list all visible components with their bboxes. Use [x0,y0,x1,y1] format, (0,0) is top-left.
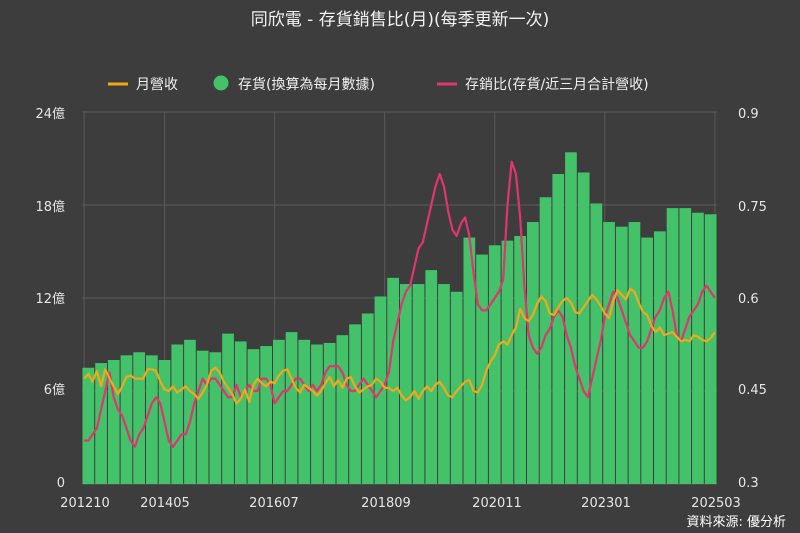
inventory-bar [209,352,222,484]
right-tick-0.3: 0.3 [738,476,759,491]
inventory-bar [628,222,641,485]
right-tick-0.75: 0.75 [738,200,767,215]
inventory-bar [603,222,615,485]
inventory-bar [425,270,438,484]
legend-revenue-label: 月營收 [136,77,178,93]
right-tick-0.6: 0.6 [738,292,759,307]
inventory-bar [450,291,463,484]
left-tick-24: 24億 [35,106,65,122]
inventory-bar [323,342,336,484]
inventory-bar [133,352,145,484]
inventory-bar [552,174,565,484]
inventory-bar [285,332,298,484]
inventory-bar [615,226,628,484]
inventory-bar [311,344,323,484]
inventory-bar [704,214,717,485]
inventory-bar [666,208,679,484]
inventory-bar [273,339,285,484]
inventory-bar [641,237,653,484]
inventory-bar [260,346,272,484]
inventory-bar [679,208,692,484]
inventory-bar [565,152,577,485]
x-tick-202011: 202011 [472,496,522,511]
inventory-bar [438,284,450,484]
inventory-bar [463,237,476,484]
series-lines [83,160,716,448]
inventory-bar [514,236,526,484]
inventory-bar [234,341,247,484]
inventory-bar [577,172,590,484]
inventory-bar [82,367,95,484]
inventory-bar [488,245,501,484]
inventory-bar [171,344,184,484]
inventory-bar [476,254,488,484]
legend-inventory[interactable]: 存貨(換算為每月數據) [213,75,375,94]
source-note: 資料來源: 優分析 [686,515,786,530]
x-tick-202503: 202503 [691,496,741,511]
inventory-bar [196,350,209,484]
left-tick-12: 12億 [35,291,65,307]
inventory-bar [184,339,196,484]
inventory-bar [107,360,120,484]
x-tick-201809: 201809 [361,496,411,511]
left-tick-6: 6億 [44,382,65,398]
inventory-bar [692,212,704,484]
legend-revenue[interactable]: 月營收 [108,77,178,93]
right-tick-0.9: 0.9 [738,107,759,122]
legend-ratio[interactable]: 存銷比(存貨/近三月合計營收) [437,76,649,93]
ratio-line [84,160,716,448]
inventory-bar [247,349,260,484]
inventory-bar [336,335,349,484]
inventory-bar [654,231,666,484]
inventory-bar [590,203,603,484]
x-tick-201405: 201405 [140,496,190,511]
right-axis: 0.3 0.45 0.6 0.75 0.9 [738,107,767,491]
inventory-bar [120,355,133,484]
inventory-bar [95,363,107,484]
chart-title: 同欣電 - 存貨銷售比(月)(每季更新一次) [251,10,549,30]
right-tick-0.45: 0.45 [738,383,767,398]
x-tick-201210: 201210 [60,496,110,511]
legend: 月營收 存貨(換算為每月數據) 存銷比(存貨/近三月合計營收) [108,75,649,94]
inventory-bar [539,197,552,484]
inventory-bar [361,313,374,484]
inventory-bar [412,284,425,484]
inventory-bar [400,284,412,484]
inventory-bar [298,339,311,484]
legend-inventory-label: 存貨(換算為每月數據) [238,76,375,93]
revenue-line [83,287,716,405]
inventory-bar [146,355,158,484]
x-axis: 201210 201405 201607 201809 202011 20230… [60,496,741,511]
legend-inventory-swatch [213,75,229,91]
left-tick-18: 18億 [35,199,65,215]
inventory-bar [527,222,539,485]
x-tick-202301: 202301 [581,496,631,511]
inventory-bar [349,324,361,484]
inventory-bar [501,240,514,484]
legend-ratio-label: 存銷比(存貨/近三月合計營收) [465,76,649,93]
inventory-bar [222,333,234,484]
left-axis: 0 6億 12億 18億 24億 [35,106,65,491]
left-tick-0: 0 [57,476,65,491]
x-tick-201607: 201607 [249,496,299,511]
inventory-bar [387,277,399,484]
